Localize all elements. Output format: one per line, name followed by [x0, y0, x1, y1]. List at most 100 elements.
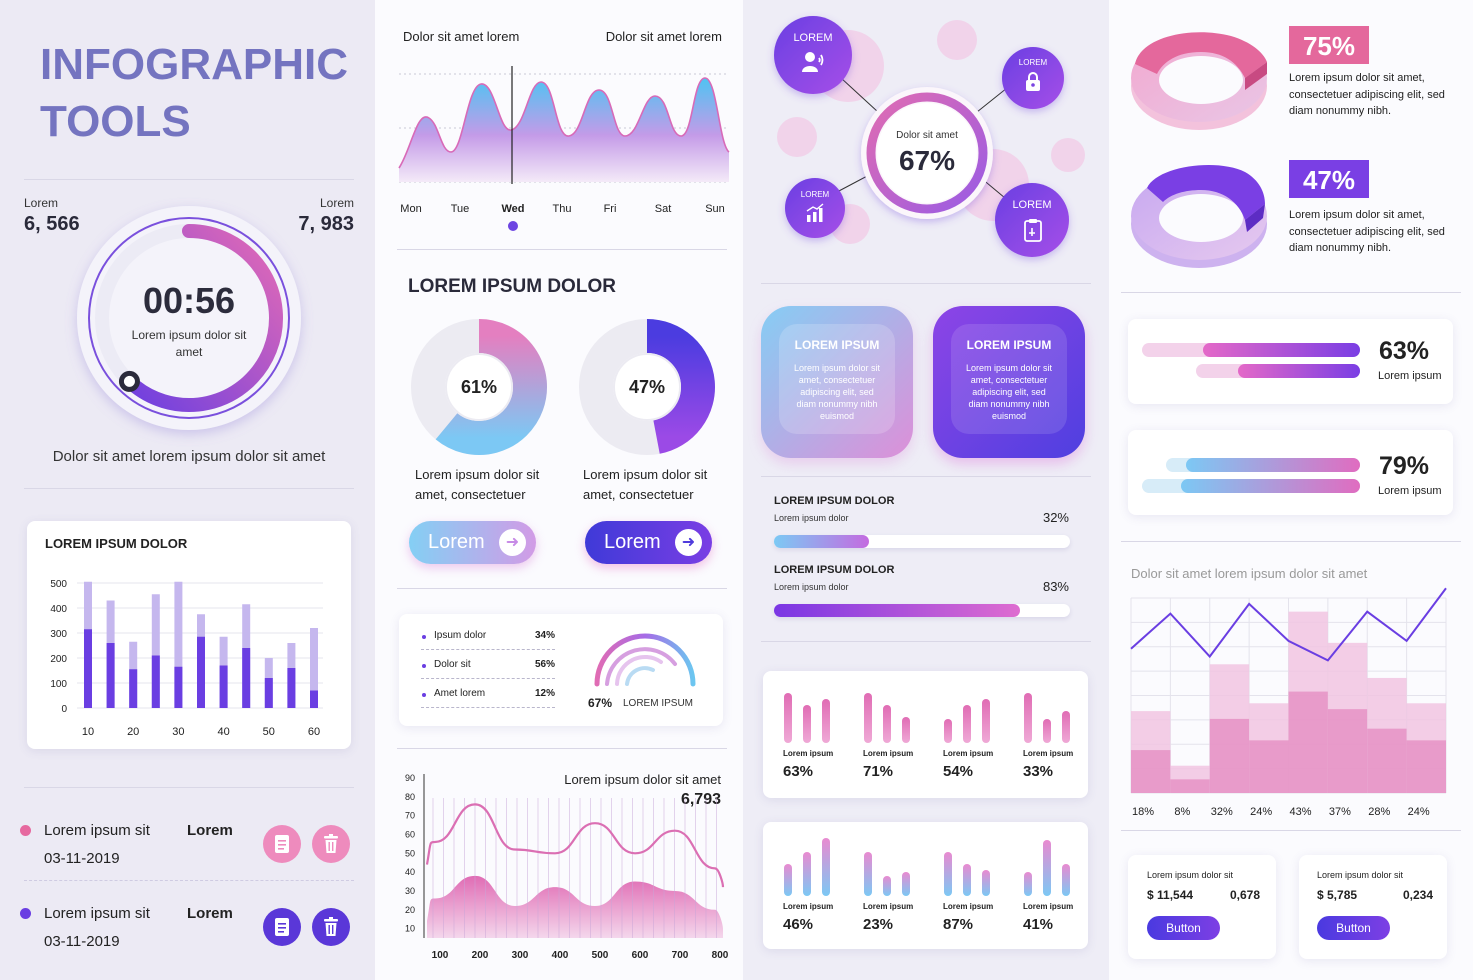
mini-bar-value: 23%	[863, 916, 894, 933]
stat-divider	[421, 678, 555, 679]
bar-segment-total	[310, 628, 318, 708]
bar-segment-base	[264, 678, 273, 708]
day-label[interactable]: Tue	[450, 203, 470, 215]
bar-card-value: 79%	[1379, 452, 1430, 480]
combo-bar-base	[1209, 718, 1250, 793]
divider	[761, 641, 1091, 642]
timer-right-value: 7, 983	[298, 213, 354, 235]
x-tick-label: 200	[472, 950, 489, 961]
x-tick-label: 24%	[1408, 806, 1430, 818]
gauge-chart	[594, 633, 696, 687]
selected-day-dot	[508, 221, 518, 231]
money-button[interactable]: Button	[1147, 916, 1220, 940]
mini-bars-pink-card	[763, 671, 1088, 798]
mini-bar	[982, 699, 990, 743]
lorem-button-dark[interactable]: Lorem ➜	[585, 521, 712, 564]
combo-bar-base	[1249, 740, 1289, 793]
mini-bar	[944, 852, 952, 896]
x-tick-label: 500	[592, 950, 609, 961]
mini-bar	[1024, 872, 1032, 896]
tile-text-line: adipiscing elit, sed	[972, 387, 1046, 397]
mini-bar	[944, 719, 952, 743]
mini-bar	[1024, 693, 1032, 743]
bar-card-label: Lorem ipsum	[1378, 370, 1442, 382]
ring-text-line: consectetuer adipiscing elit, sed	[1289, 88, 1445, 101]
x-tick-label: 30	[172, 726, 184, 738]
y-tick-label: 10	[405, 924, 415, 934]
section-title: LOREM IPSUM DOLOR	[408, 276, 616, 297]
wave-left-label: Dolor sit amet lorem	[403, 29, 520, 44]
area-line	[425, 803, 725, 888]
lorem-button-light[interactable]: Lorem ➜	[409, 521, 536, 564]
mini-bars-blue-card	[763, 822, 1088, 949]
dual-bar-card: 63% Lorem ipsum	[1128, 319, 1453, 404]
progress-title: LOREM IPSUM DOLOR	[774, 495, 895, 507]
y-tick-label: 20	[405, 905, 415, 915]
mini-bar-value: 87%	[943, 916, 974, 933]
area-chart-title: Lorem ipsum dolor sit amet	[564, 772, 721, 787]
list-item-title: Lorem ipsum sit	[44, 905, 150, 922]
wave-right-label: Dolor sit amet lorem	[605, 29, 722, 44]
tile-text-line: amet, consectetuer	[798, 375, 876, 385]
mini-bar-label: Lorem ipsum	[863, 749, 914, 758]
document-button[interactable]	[263, 825, 301, 863]
bubble-center-label: Dolor sit amet	[896, 130, 958, 141]
day-label[interactable]: Sat	[654, 203, 672, 215]
day-label[interactable]: Mon	[400, 203, 422, 215]
y-tick-label: 50	[405, 848, 415, 858]
tile-text-line: diam nonummy nibh	[968, 399, 1050, 409]
trash-icon	[324, 917, 338, 936]
divider	[761, 283, 1091, 284]
y-tick-label: 60	[405, 829, 415, 839]
mini-bar	[1062, 864, 1070, 896]
combo-bar-base	[1327, 709, 1368, 793]
page-title-line2: TOOLS	[40, 97, 191, 146]
area-chart: 10 20 30 40 50 60 70 80 90 100 200 300 400 500 600 700 8…	[405, 773, 729, 961]
mini-bar	[1062, 711, 1070, 743]
money-button[interactable]: Button	[1317, 916, 1390, 940]
list-item-title: Lorem ipsum sit	[44, 822, 150, 839]
button-label: Lorem	[428, 531, 485, 553]
mini-bar-label: Lorem ipsum	[783, 902, 834, 911]
x-tick-label: 800	[712, 950, 729, 961]
divider	[1121, 541, 1461, 542]
ring-value-badge	[1289, 160, 1369, 198]
tile-text-line: euismod	[991, 411, 1027, 421]
delete-button[interactable]	[312, 825, 350, 863]
delete-button[interactable]	[312, 908, 350, 946]
x-tick-label: 60	[308, 726, 320, 738]
mini-bar-label: Lorem ipsum	[1023, 749, 1074, 758]
timer-dial[interactable]	[76, 205, 302, 431]
tile-text-line: diam nonummy nibh	[796, 399, 878, 409]
day-label[interactable]: Fri	[603, 203, 617, 215]
mini-bar	[902, 872, 910, 896]
page-title-line1: INFOGRAPHIC	[40, 40, 348, 89]
mini-bar-value: 54%	[943, 763, 974, 780]
info-tile-dark[interactable]: LOREM IPSUM Lorem ipsum dolor sit amet, c…	[933, 306, 1085, 458]
mini-bar-group	[864, 693, 910, 743]
x-tick-label: 400	[552, 950, 569, 961]
stat-value: 34%	[534, 630, 555, 641]
money-title: Lorem ipsum dolor sit	[1147, 870, 1234, 880]
bar-chart-title: LOREM IPSUM DOLOR	[45, 536, 188, 551]
y-tick-label: 30	[405, 886, 415, 896]
day-label[interactable]: Wed	[501, 203, 525, 215]
mini-bar	[784, 864, 792, 896]
mini-bar-value: 63%	[783, 763, 814, 780]
info-tile-light[interactable]: LOREM IPSUM Lorem ipsum dolor sit amet, c…	[761, 306, 913, 458]
money-card: Lorem ipsum dolor sit $ 5,785 0,234 Butt…	[1299, 855, 1447, 959]
x-tick-label: 10	[82, 726, 94, 738]
divider	[397, 748, 727, 749]
x-tick-label: 43%	[1289, 806, 1311, 818]
document-button[interactable]	[263, 908, 301, 946]
divider	[24, 787, 354, 788]
mini-bar-group	[1024, 693, 1070, 743]
ring-text-line: diam nonummy nibh.	[1289, 105, 1392, 117]
bar-fill	[1203, 343, 1360, 357]
day-label[interactable]: Sun	[705, 203, 725, 215]
day-label[interactable]: Thu	[552, 203, 572, 215]
mini-bar	[902, 717, 910, 743]
mini-bar	[803, 852, 811, 896]
arrow-right-icon: ➜	[499, 529, 526, 556]
mini-bar	[982, 870, 990, 896]
